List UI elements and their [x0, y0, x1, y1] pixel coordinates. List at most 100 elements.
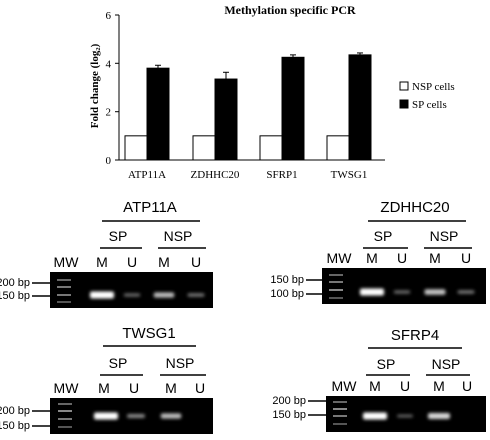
- ladder-band: [333, 415, 347, 417]
- marker-label: 150 bp: [0, 420, 30, 432]
- gel-title: ZDHHC20: [380, 199, 449, 216]
- legend-swatch-nsp: [399, 81, 409, 91]
- group-label-nsp: NSP: [430, 228, 459, 244]
- gel-panel-zdhhc20: ZDHHC20 SP NSP MW M U M U 150 bp 100 bp: [270, 199, 486, 304]
- gel-band: [360, 288, 384, 296]
- ladder-band: [57, 279, 71, 281]
- lane-label: U: [127, 254, 137, 270]
- bar-nsp-zdhhc20: [192, 135, 216, 161]
- group-label-sp: SP: [377, 356, 396, 372]
- gel-band: [94, 412, 118, 420]
- lane-label: U: [129, 380, 139, 396]
- bar-nsp-twsg1: [326, 135, 350, 161]
- group-label-nsp: NSP: [166, 355, 195, 371]
- group-label-nsp: NSP: [164, 228, 193, 244]
- ladder-band: [333, 401, 347, 403]
- gel-title: TWSG1: [122, 325, 175, 342]
- marker-label: 150 bp: [0, 290, 30, 302]
- bar-sp-sfrp1: [281, 56, 305, 161]
- bar-nsp-atp11a: [124, 135, 148, 161]
- ladder-band: [58, 426, 72, 428]
- gel-band: [424, 289, 446, 295]
- lane-label: M: [366, 250, 378, 266]
- x-tick-label: ZDHHC20: [191, 169, 240, 181]
- gel-band: [127, 414, 145, 418]
- gel-panel-sfrp4: SFRP4 SP NSP MW M U M U 200 bp 150 bp: [272, 327, 486, 432]
- bar-sp-atp11a: [146, 67, 170, 161]
- gel-image: [50, 272, 213, 308]
- y-ticks: 0 2 4 6: [106, 10, 119, 167]
- bars: [124, 52, 372, 161]
- ladder: [333, 401, 347, 425]
- bar-chart: Methylation specific PCR Fold change (lo…: [89, 3, 455, 181]
- gel-band: [363, 412, 387, 420]
- y-tick: 6: [106, 10, 119, 22]
- lane-label: U: [397, 250, 407, 266]
- chart-title: Methylation specific PCR: [224, 3, 356, 17]
- gel-band: [90, 291, 114, 299]
- group-label-sp: SP: [109, 228, 128, 244]
- ladder-band: [58, 418, 72, 420]
- ladder-band: [57, 286, 71, 288]
- marker-label: 100 bp: [270, 288, 304, 300]
- lane-label: U: [191, 254, 201, 270]
- gel-image: [326, 396, 486, 432]
- ladder: [57, 279, 71, 303]
- gel-band: [187, 293, 205, 297]
- mw-label: MW: [54, 380, 80, 396]
- gel-band: [397, 414, 413, 418]
- group-label-sp: SP: [374, 228, 393, 244]
- gel-bands: [363, 412, 450, 420]
- gel-title: SFRP4: [391, 327, 439, 344]
- gel-panel-atp11a: ATP11A SP NSP MW M U M U 200 bp 150 bp: [0, 199, 213, 308]
- y-tick: 2: [106, 107, 119, 119]
- x-ticks: ATP11A ZDHHC20 SFRP1 TWSG1: [128, 169, 367, 181]
- marker-label: 200 bp: [0, 277, 30, 289]
- y-tick-label: 2: [106, 107, 112, 119]
- y-tick: 0: [106, 155, 119, 167]
- y-tick: 4: [106, 58, 119, 70]
- marker-label: 200 bp: [272, 395, 306, 407]
- legend-label-sp: SP cells: [412, 99, 447, 111]
- mw-label: MW: [54, 254, 80, 270]
- x-tick-label: TWSG1: [331, 169, 368, 181]
- marker-label: 200 bp: [0, 405, 30, 417]
- marker-label: 150 bp: [272, 409, 306, 421]
- gel-band: [393, 290, 411, 294]
- lane-label: M: [96, 254, 108, 270]
- ladder-band: [58, 403, 72, 405]
- legend-label-nsp: NSP cells: [412, 81, 455, 93]
- lane-label: M: [429, 250, 441, 266]
- lane-label: M: [433, 378, 445, 394]
- gel-band: [428, 413, 450, 419]
- gel-bands: [90, 291, 205, 299]
- lane-label: U: [461, 250, 471, 266]
- lane-label: M: [165, 380, 177, 396]
- lane-label: M: [158, 254, 170, 270]
- marker-label: 150 bp: [270, 274, 304, 286]
- gel-band: [160, 413, 182, 419]
- mw-label: MW: [332, 378, 358, 394]
- lane-label: M: [369, 378, 381, 394]
- gel-band: [123, 293, 141, 297]
- legend-swatch-sp: [399, 99, 409, 109]
- gel-bands: [360, 288, 475, 296]
- group-label-nsp: NSP: [432, 356, 461, 372]
- ladder: [329, 274, 343, 299]
- ladder-band: [329, 289, 343, 291]
- ladder-band: [57, 294, 71, 296]
- gel-bands: [94, 412, 182, 420]
- lane-label: U: [462, 378, 472, 394]
- ladder-band: [329, 297, 343, 299]
- ladder-band: [329, 281, 343, 283]
- gel-band: [153, 292, 175, 298]
- gel-panel-twsg1: TWSG1 SP NSP MW M U M U 200 bp 150 bp: [0, 325, 213, 434]
- ladder-band: [57, 301, 71, 303]
- ladder-band: [329, 274, 343, 276]
- bar-sp-twsg1: [348, 54, 372, 161]
- y-tick-label: 4: [106, 58, 112, 70]
- y-tick-label: 0: [106, 155, 112, 167]
- legend: NSP cells SP cells: [399, 81, 455, 111]
- gel-title: ATP11A: [123, 199, 177, 216]
